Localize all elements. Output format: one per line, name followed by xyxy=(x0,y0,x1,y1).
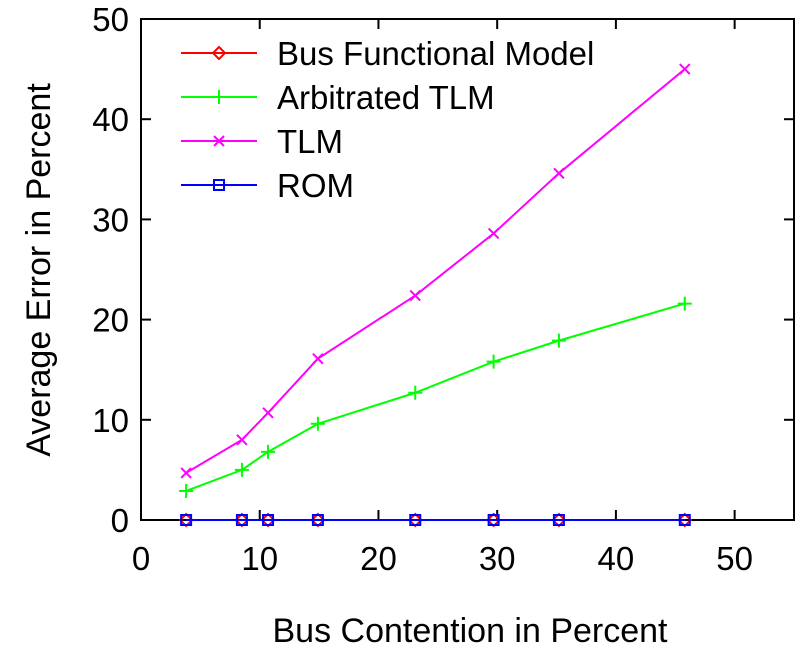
data-point xyxy=(679,63,691,75)
data-point xyxy=(487,514,500,526)
data-point xyxy=(553,167,565,180)
x-tick-label: 40 xyxy=(598,540,635,577)
data-point xyxy=(179,483,194,498)
y-tick-label: 40 xyxy=(92,101,129,138)
legend-label: TLM xyxy=(277,123,343,160)
data-point xyxy=(235,514,248,526)
axis-ticks: 0 10 20 30 40 50 0 10 20 30 40 50 xyxy=(92,1,794,577)
data-point xyxy=(409,514,422,526)
series-line xyxy=(185,68,686,474)
x-tick-label: 0 xyxy=(132,540,150,577)
legend-marker xyxy=(212,90,226,104)
legend: Bus Functional Model Arbitrated TLM TLM ROM xyxy=(181,35,594,204)
data-point xyxy=(677,296,692,311)
data-point xyxy=(486,354,501,369)
data-point xyxy=(262,407,274,419)
legend-item: TLM xyxy=(181,123,343,160)
data-point xyxy=(408,385,423,400)
y-tick-label: 50 xyxy=(92,1,129,38)
series-rom xyxy=(180,514,691,526)
data-point xyxy=(552,514,565,526)
y-tick-label: 30 xyxy=(92,201,129,238)
x-tick-label: 20 xyxy=(360,540,397,577)
legend-item: Bus Functional Model xyxy=(181,35,594,72)
legend-marker xyxy=(211,45,227,61)
legend-item: Arbitrated TLM xyxy=(181,79,495,116)
data-point xyxy=(312,352,324,365)
series-layer xyxy=(178,63,693,528)
y-tick-label: 20 xyxy=(92,302,129,339)
legend-label: Arbitrated TLM xyxy=(277,79,495,116)
legend-item: ROM xyxy=(181,167,354,204)
y-tick-label: 10 xyxy=(92,402,129,439)
data-point xyxy=(262,514,275,526)
series-tlm xyxy=(180,63,691,479)
data-point xyxy=(236,434,248,446)
data-point xyxy=(487,227,500,240)
legend-label: ROM xyxy=(277,167,354,204)
data-point xyxy=(261,444,276,459)
legend-marker xyxy=(213,179,225,191)
legend-marker xyxy=(213,135,225,147)
series-arbitrated-tlm xyxy=(179,296,692,498)
legend-label: Bus Functional Model xyxy=(277,35,594,72)
data-point xyxy=(551,333,566,348)
x-tick-label: 10 xyxy=(241,540,278,577)
data-point xyxy=(310,416,325,431)
data-point xyxy=(180,467,192,479)
x-tick-label: 30 xyxy=(479,540,516,577)
series-line xyxy=(185,302,686,492)
data-point xyxy=(409,289,421,302)
y-tick-label: 0 xyxy=(111,502,129,539)
data-point xyxy=(180,514,193,526)
data-point xyxy=(311,514,324,526)
data-point xyxy=(234,462,249,477)
data-point xyxy=(678,514,691,526)
x-axis-title: Bus Contention in Percent xyxy=(272,612,668,649)
x-tick-label: 50 xyxy=(716,540,753,577)
y-axis-title: Average Error in Percent xyxy=(20,83,58,457)
